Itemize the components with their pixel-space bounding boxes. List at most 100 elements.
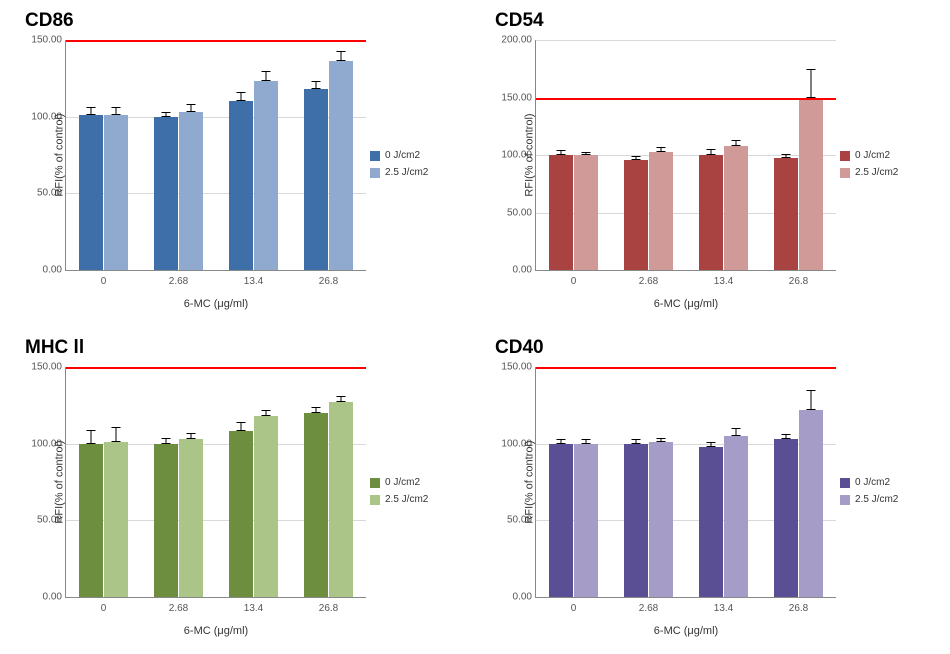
legend-swatch <box>840 151 850 161</box>
bar <box>104 115 128 270</box>
legend: 0 J/cm2 2.5 J/cm2 <box>840 477 898 511</box>
x-tick: 13.4 <box>244 276 263 287</box>
legend-label: 0 J/cm2 <box>385 477 420 488</box>
legend-swatch <box>370 478 380 488</box>
legend-swatch <box>840 478 850 488</box>
legend-item: 2.5 J/cm2 <box>370 167 428 178</box>
legend-swatch <box>370 168 380 178</box>
y-tick: 200.00 <box>501 35 532 46</box>
bar <box>79 115 103 270</box>
panel-cd54: CD54 0.0050.00100.00150.00200.0002.6813.… <box>480 10 940 317</box>
x-tick: 13.4 <box>714 603 733 614</box>
bar <box>699 155 723 270</box>
legend-label: 0 J/cm2 <box>855 477 890 488</box>
x-tick: 26.8 <box>789 603 808 614</box>
legend-item: 0 J/cm2 <box>840 150 898 161</box>
x-axis-label: 6-MC (μg/ml) <box>536 298 836 310</box>
legend-label: 2.5 J/cm2 <box>385 494 428 505</box>
bar <box>774 158 798 270</box>
legend-label: 0 J/cm2 <box>385 150 420 161</box>
legend-label: 2.5 J/cm2 <box>855 167 898 178</box>
panel-title: CD86 <box>25 10 74 32</box>
bar <box>304 89 328 270</box>
bar <box>624 160 648 270</box>
chart-area: 0.0050.00100.00150.0002.6813.426.8RFI(% … <box>535 367 836 598</box>
y-axis-label: RFI(% of control) <box>54 440 66 523</box>
x-tick: 2.68 <box>639 276 658 287</box>
legend-label: 2.5 J/cm2 <box>855 494 898 505</box>
bar <box>329 402 353 597</box>
bar <box>649 442 673 597</box>
legend-item: 0 J/cm2 <box>370 477 428 488</box>
bar <box>154 117 178 270</box>
y-tick: 0.00 <box>43 265 62 276</box>
x-tick: 26.8 <box>789 276 808 287</box>
bar <box>774 439 798 597</box>
bar <box>179 112 203 270</box>
legend-item: 2.5 J/cm2 <box>840 167 898 178</box>
bar <box>799 98 823 271</box>
y-tick: 50.00 <box>507 207 532 218</box>
bar <box>724 436 748 597</box>
y-tick: 150.00 <box>31 35 62 46</box>
bar <box>79 444 103 597</box>
chart-area: 0.0050.00100.00150.0002.6813.426.8RFI(% … <box>65 367 366 598</box>
panel-title: MHC ll <box>25 337 84 359</box>
legend-swatch <box>370 151 380 161</box>
y-tick: 150.00 <box>31 362 62 373</box>
panel-cd40: CD40 0.0050.00100.00150.0002.6813.426.8R… <box>480 337 940 644</box>
y-axis-label: RFI(% of control) <box>54 113 66 196</box>
x-tick: 13.4 <box>714 276 733 287</box>
bar <box>254 81 278 270</box>
legend-swatch <box>840 168 850 178</box>
bar <box>254 416 278 597</box>
bar <box>104 442 128 597</box>
bar <box>154 444 178 597</box>
bar <box>699 447 723 597</box>
x-tick: 2.68 <box>169 603 188 614</box>
x-tick: 26.8 <box>319 276 338 287</box>
x-tick: 0 <box>571 276 577 287</box>
y-tick: 150.00 <box>501 92 532 103</box>
legend-item: 0 J/cm2 <box>840 477 898 488</box>
chart-grid: CD86 0.0050.00100.00150.0002.6813.426.8R… <box>10 10 940 644</box>
panel-cd86: CD86 0.0050.00100.00150.0002.6813.426.8R… <box>10 10 470 317</box>
panel-title: CD40 <box>495 337 544 359</box>
y-tick: 150.00 <box>501 362 532 373</box>
x-axis-label: 6-MC (μg/ml) <box>66 298 366 310</box>
panel-mhc2: MHC ll 0.0050.00100.00150.0002.6813.426.… <box>10 337 470 644</box>
x-tick: 26.8 <box>319 603 338 614</box>
x-axis-label: 6-MC (μg/ml) <box>66 625 366 637</box>
bar <box>229 101 253 270</box>
bar <box>799 410 823 597</box>
legend: 0 J/cm2 2.5 J/cm2 <box>370 477 428 511</box>
legend-label: 2.5 J/cm2 <box>385 167 428 178</box>
bar <box>649 152 673 270</box>
y-axis-label: RFI(% of control) <box>524 440 536 523</box>
x-tick: 13.4 <box>244 603 263 614</box>
bar <box>724 146 748 270</box>
y-tick: 0.00 <box>513 592 532 603</box>
chart-area: 0.0050.00100.00150.0002.6813.426.8RFI(% … <box>65 40 366 271</box>
x-tick: 2.68 <box>639 603 658 614</box>
legend-item: 2.5 J/cm2 <box>840 494 898 505</box>
x-axis-label: 6-MC (μg/ml) <box>536 625 836 637</box>
y-tick: 0.00 <box>43 592 62 603</box>
bar <box>574 155 598 270</box>
legend-swatch <box>370 495 380 505</box>
x-tick: 2.68 <box>169 276 188 287</box>
bar <box>304 413 328 597</box>
bar <box>179 439 203 597</box>
legend-item: 2.5 J/cm2 <box>370 494 428 505</box>
bar <box>624 444 648 597</box>
chart-area: 0.0050.00100.00150.00200.0002.6813.426.8… <box>535 40 836 271</box>
bar <box>574 444 598 597</box>
legend: 0 J/cm2 2.5 J/cm2 <box>840 150 898 184</box>
x-tick: 0 <box>101 603 107 614</box>
y-tick: 0.00 <box>513 265 532 276</box>
x-tick: 0 <box>101 276 107 287</box>
y-axis-label: RFI(% of control) <box>524 113 536 196</box>
legend-label: 0 J/cm2 <box>855 150 890 161</box>
panel-title: CD54 <box>495 10 544 32</box>
bar <box>549 155 573 270</box>
